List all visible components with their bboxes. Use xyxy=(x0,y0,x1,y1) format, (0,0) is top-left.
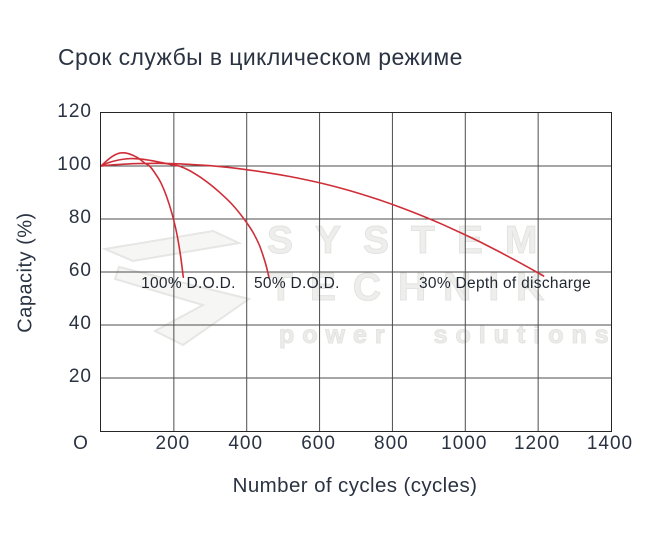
series-line xyxy=(101,151,185,279)
series-label: 30% Depth of discharge xyxy=(419,274,592,292)
plot-area: SYSTEM TECHNIK power solutions 100% D.O.… xyxy=(100,112,612,432)
x-axis-label: Number of cycles (cycles) xyxy=(232,474,478,497)
x-tick-label: 1000 xyxy=(441,433,488,454)
y-tick-label: 40 xyxy=(68,313,92,334)
chart-title: Срок службы в циклическом режиме xyxy=(58,44,463,70)
y-tick-label: 60 xyxy=(68,260,92,281)
plot-canvas xyxy=(101,113,611,431)
x-tick-label: 1400 xyxy=(586,433,634,454)
watermark-line1: SYSTEM xyxy=(266,219,560,263)
x-tick-label: O xyxy=(73,433,89,454)
x-tick-label: 200 xyxy=(155,433,191,454)
x-tick-label: 600 xyxy=(301,433,336,454)
series-label: 50% D.O.D. xyxy=(254,274,340,292)
series-line xyxy=(101,162,545,277)
watermark: SYSTEM TECHNIK power solutions xyxy=(101,113,611,431)
series-line xyxy=(101,157,270,279)
x-tick-label: 1200 xyxy=(513,433,561,454)
x-tick-label: 400 xyxy=(228,433,264,454)
y-tick-label: 100 xyxy=(57,154,92,175)
x-tick-label: 800 xyxy=(374,433,409,454)
series-label: 100% D.O.D. xyxy=(141,274,236,292)
y-tick-label: 120 xyxy=(57,101,92,122)
watermark-line2: TECHNIK xyxy=(268,266,562,310)
y-tick-label: 80 xyxy=(68,207,92,228)
y-tick-label: 20 xyxy=(68,366,92,387)
